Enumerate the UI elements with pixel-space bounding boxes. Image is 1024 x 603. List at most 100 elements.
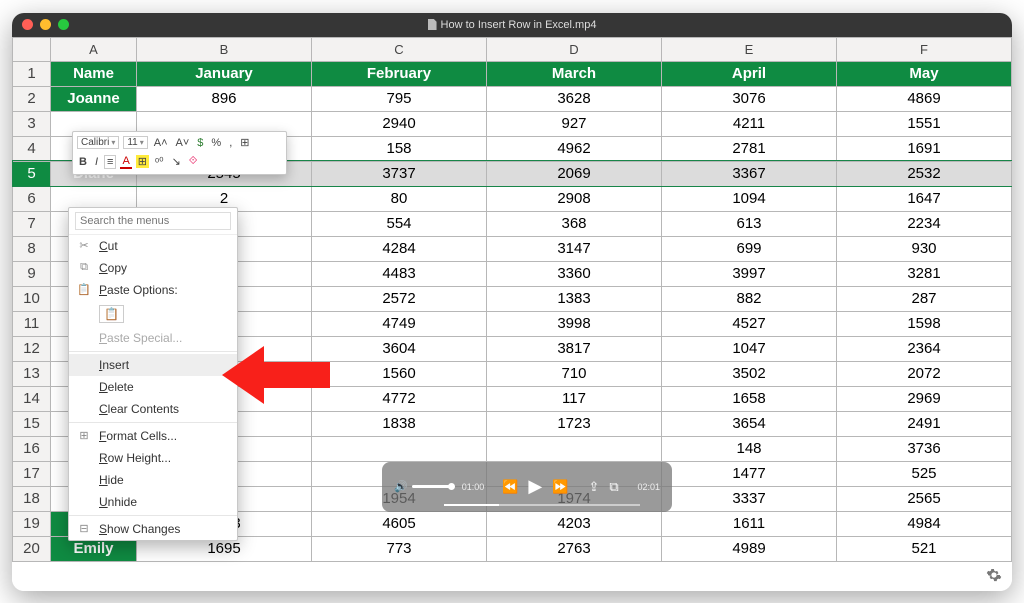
volume-icon[interactable]: 🔊 bbox=[394, 480, 408, 493]
cell[interactable]: 1723 bbox=[487, 411, 662, 436]
cell[interactable]: 1560 bbox=[312, 361, 487, 386]
cell[interactable]: 1383 bbox=[487, 286, 662, 311]
cell[interactable]: 80 bbox=[312, 186, 487, 211]
cell[interactable]: 521 bbox=[837, 536, 1012, 561]
cell[interactable]: 3367 bbox=[662, 161, 837, 186]
cell[interactable]: 287 bbox=[837, 286, 1012, 311]
header-cell[interactable]: February bbox=[312, 61, 487, 86]
cell[interactable]: 3817 bbox=[487, 336, 662, 361]
cell[interactable]: 1047 bbox=[662, 336, 837, 361]
context-menu-item[interactable]: Unhide bbox=[69, 491, 237, 513]
context-menu-item[interactable]: Clear Contents bbox=[69, 398, 237, 420]
cell[interactable]: 699 bbox=[662, 236, 837, 261]
fill-color-button[interactable]: ⊞ bbox=[136, 155, 149, 168]
cell[interactable]: 2969 bbox=[837, 386, 1012, 411]
context-menu-item[interactable]: ⊞Format Cells... bbox=[69, 425, 237, 447]
cell[interactable]: 1691 bbox=[837, 136, 1012, 161]
cell[interactable]: 4749 bbox=[312, 311, 487, 336]
pip-button[interactable]: ⧉ bbox=[609, 479, 618, 495]
cell[interactable]: 525 bbox=[837, 461, 1012, 486]
row-number[interactable]: 5 bbox=[13, 161, 51, 186]
play-button[interactable]: ▶ bbox=[528, 476, 542, 497]
font-select[interactable]: Calibri▾ bbox=[77, 136, 119, 149]
cell[interactable] bbox=[312, 436, 487, 461]
row-number[interactable]: 1 bbox=[13, 61, 51, 86]
context-menu-item[interactable]: ✂Cut bbox=[69, 235, 237, 257]
shrink-font-button[interactable]: A˅ bbox=[174, 137, 192, 149]
cell[interactable]: 2908 bbox=[487, 186, 662, 211]
context-menu-item[interactable]: Row Height... bbox=[69, 447, 237, 469]
cell[interactable]: 4527 bbox=[662, 311, 837, 336]
context-menu-item[interactable]: Insert bbox=[69, 354, 237, 376]
cell[interactable]: 2069 bbox=[487, 161, 662, 186]
row-number[interactable]: 11 bbox=[13, 311, 51, 336]
cell[interactable]: 3502 bbox=[662, 361, 837, 386]
row-number[interactable]: 13 bbox=[13, 361, 51, 386]
row-number[interactable]: 6 bbox=[13, 186, 51, 211]
cell[interactable]: 4203 bbox=[487, 511, 662, 536]
row-number[interactable]: 15 bbox=[13, 411, 51, 436]
cell[interactable]: 1647 bbox=[837, 186, 1012, 211]
cell[interactable]: 3360 bbox=[487, 261, 662, 286]
volume-slider[interactable] bbox=[412, 485, 452, 488]
col-header-B[interactable]: B bbox=[137, 37, 312, 61]
cell[interactable]: 3737 bbox=[312, 161, 487, 186]
cell[interactable]: 4605 bbox=[312, 511, 487, 536]
cell[interactable]: 882 bbox=[662, 286, 837, 311]
cell[interactable]: 117 bbox=[487, 386, 662, 411]
cell[interactable]: 1551 bbox=[837, 111, 1012, 136]
cell[interactable]: 4211 bbox=[662, 111, 837, 136]
cell[interactable]: 2072 bbox=[837, 361, 1012, 386]
header-cell[interactable]: May bbox=[837, 61, 1012, 86]
font-color-button[interactable]: A bbox=[120, 155, 131, 169]
cell[interactable]: 2565 bbox=[837, 486, 1012, 511]
cell[interactable]: 3997 bbox=[662, 261, 837, 286]
cell[interactable] bbox=[487, 436, 662, 461]
cell[interactable]: 3654 bbox=[662, 411, 837, 436]
col-header-A[interactable]: A bbox=[51, 37, 137, 61]
cell[interactable]: 3281 bbox=[837, 261, 1012, 286]
cell[interactable]: 795 bbox=[312, 86, 487, 111]
cell[interactable]: 554 bbox=[312, 211, 487, 236]
cell[interactable]: 3604 bbox=[312, 336, 487, 361]
cell[interactable]: 3736 bbox=[837, 436, 1012, 461]
col-header-E[interactable]: E bbox=[662, 37, 837, 61]
cell[interactable]: 2763 bbox=[487, 536, 662, 561]
context-menu-item[interactable]: 📋 bbox=[69, 301, 237, 327]
row-number[interactable]: 12 bbox=[13, 336, 51, 361]
row-number[interactable]: 10 bbox=[13, 286, 51, 311]
cell[interactable]: 4483 bbox=[312, 261, 487, 286]
cell[interactable]: 3076 bbox=[662, 86, 837, 111]
comma-button[interactable]: , bbox=[227, 137, 234, 149]
currency-button[interactable]: $ bbox=[195, 137, 205, 149]
row-number[interactable]: 17 bbox=[13, 461, 51, 486]
cell[interactable]: 4772 bbox=[312, 386, 487, 411]
context-menu-item[interactable]: ⧉Copy bbox=[69, 257, 237, 279]
header-cell[interactable]: March bbox=[487, 61, 662, 86]
cell[interactable]: 2781 bbox=[662, 136, 837, 161]
cell[interactable]: 896 bbox=[137, 86, 312, 111]
row-number[interactable]: 8 bbox=[13, 236, 51, 261]
cell[interactable]: 3628 bbox=[487, 86, 662, 111]
cell[interactable]: 4869 bbox=[837, 86, 1012, 111]
cell[interactable]: 1477 bbox=[662, 461, 837, 486]
decimal-button[interactable]: ᵒ⁰ bbox=[153, 155, 166, 168]
cell[interactable]: 3337 bbox=[662, 486, 837, 511]
row-number[interactable]: 19 bbox=[13, 511, 51, 536]
row-number[interactable]: 20 bbox=[13, 536, 51, 561]
header-cell[interactable]: Name bbox=[51, 61, 137, 86]
row-number[interactable]: 18 bbox=[13, 486, 51, 511]
cell[interactable]: 2940 bbox=[312, 111, 487, 136]
percent-button[interactable]: % bbox=[209, 137, 223, 149]
cell[interactable]: 1611 bbox=[662, 511, 837, 536]
context-menu-item[interactable]: Hide bbox=[69, 469, 237, 491]
font-size-select[interactable]: 11▾ bbox=[123, 136, 147, 149]
context-menu-item[interactable]: Delete bbox=[69, 376, 237, 398]
cell[interactable]: 1658 bbox=[662, 386, 837, 411]
row-number[interactable]: 3 bbox=[13, 111, 51, 136]
table-format-button[interactable]: ⊞ bbox=[238, 136, 251, 149]
select-all-corner[interactable] bbox=[13, 37, 51, 61]
row-number[interactable]: 9 bbox=[13, 261, 51, 286]
header-cell[interactable]: April bbox=[662, 61, 837, 86]
cell[interactable]: 3147 bbox=[487, 236, 662, 261]
